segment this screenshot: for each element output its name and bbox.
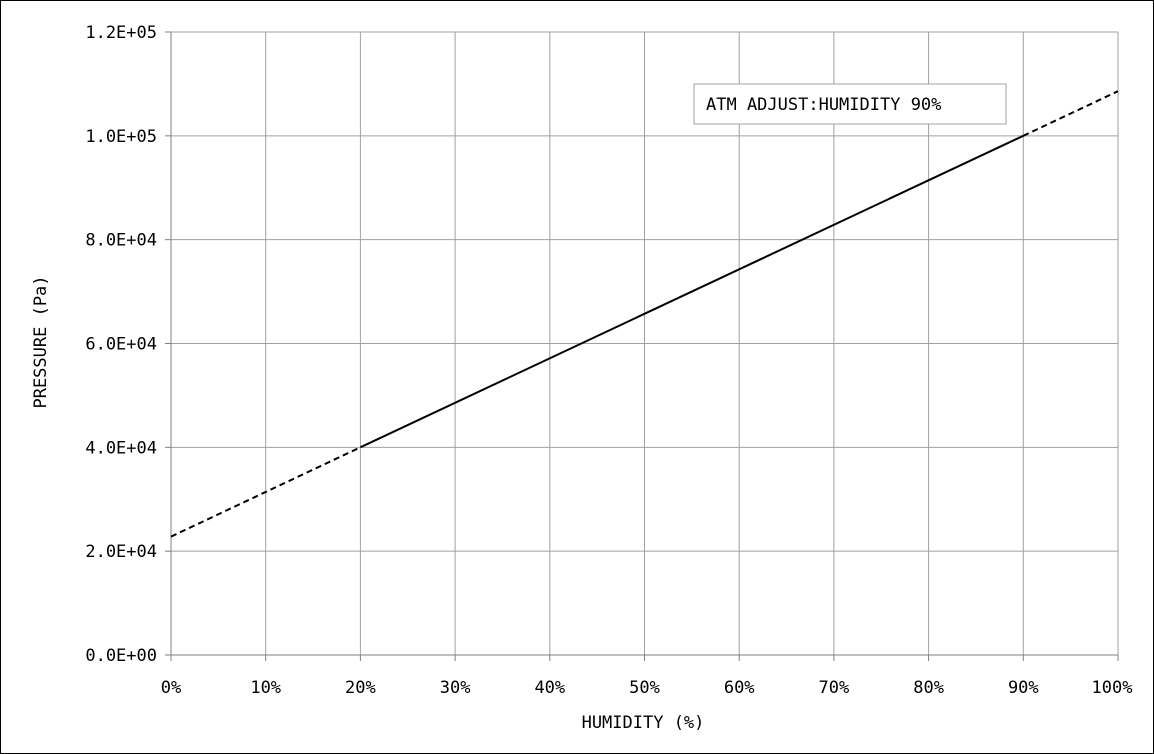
y-tick-label: 0.0E+00 — [85, 646, 157, 666]
x-tick-label: 90% — [1008, 678, 1039, 698]
grid — [171, 31, 1119, 655]
solid-data-line — [359, 134, 1024, 449]
x-tick-label: 10% — [250, 678, 281, 698]
dashed-extrapolation-line — [170, 446, 361, 538]
x-tick-labels: 0% 10% 20% 30% 40% 50% 60% 70% 80% 90% 100% — [161, 678, 1133, 698]
y-tick-label: 6.0E+04 — [85, 335, 157, 355]
dashed-extrapolation-line — [1022, 90, 1119, 137]
x-tick-label: 80% — [913, 678, 944, 698]
x-axis-title: HUMIDITY (%) — [582, 713, 705, 733]
x-tick-label: 60% — [724, 678, 755, 698]
axes — [165, 31, 1119, 661]
y-tick-label: 1.2E+05 — [85, 23, 157, 43]
x-tick-label: 100% — [1092, 678, 1133, 698]
x-tick-label: 20% — [345, 678, 376, 698]
x-tick-label: 30% — [440, 678, 471, 698]
y-tick-label: 8.0E+04 — [85, 231, 157, 251]
y-tick-label: 1.0E+05 — [85, 127, 157, 147]
annotation-box: ATM ADJUST:HUMIDITY 90% — [693, 83, 1007, 125]
series — [170, 90, 1119, 538]
y-tick-label: 2.0E+04 — [85, 542, 157, 562]
annotation-text: ATM ADJUST:HUMIDITY 90% — [706, 95, 941, 115]
y-tick-label: 4.0E+04 — [85, 438, 157, 458]
x-tick-label: 0% — [161, 678, 181, 698]
annotation-border — [693, 83, 1007, 125]
x-tick-label: 70% — [819, 678, 850, 698]
y-axis-title: PRESSURE (Pa) — [31, 275, 51, 408]
x-tick-label: 50% — [629, 678, 660, 698]
x-tick-label: 40% — [534, 678, 565, 698]
y-tick-labels: 0.0E+00 2.0E+04 4.0E+04 6.0E+04 8.0E+04 1.0E+… — [85, 23, 157, 666]
